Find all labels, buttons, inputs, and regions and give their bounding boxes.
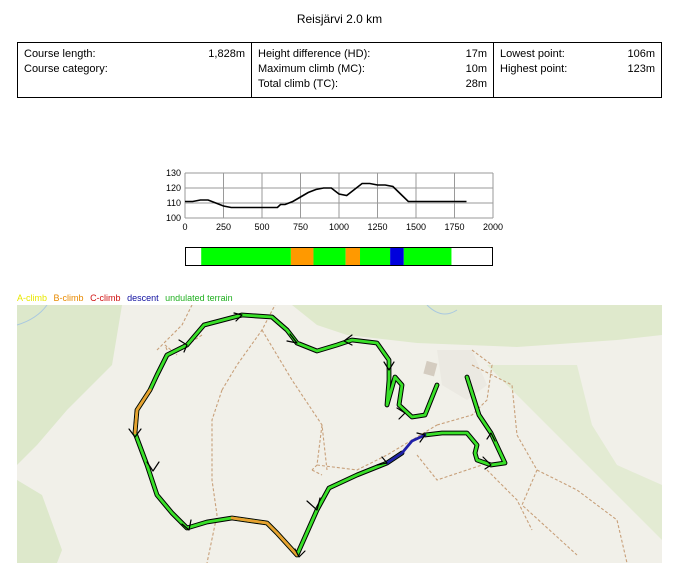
terrain-segment (313, 248, 346, 265)
stats-column-course: Course length: 1,828m Course category: (18, 43, 252, 97)
stat-value: 123m (627, 63, 655, 75)
stat-course-category: Course category: (24, 62, 245, 77)
x-tick-label: 2000 (483, 222, 503, 232)
map-green-area (292, 305, 662, 347)
map-green-area (17, 305, 122, 465)
stat-value: 10m (465, 63, 487, 75)
stats-column-elevation: Lowest point: 106m Highest point: 123m (494, 43, 661, 97)
y-tick-labels: 100 110 120 130 (166, 168, 181, 223)
legend-b-climb: B-climb (53, 293, 84, 303)
stat-value: 28m (465, 78, 487, 90)
terrain-segment (201, 248, 291, 265)
stat-label: Maximum climb (MC): (258, 63, 365, 75)
terrain-segment (403, 248, 452, 265)
y-tick-label: 100 (166, 213, 181, 223)
x-tick-label: 250 (216, 222, 231, 232)
page-title: Reisjärvi 2.0 km (296, 12, 383, 26)
y-tick-label: 120 (166, 183, 181, 193)
x-tick-label: 1000 (329, 222, 349, 232)
stat-label: Total climb (TC): (258, 78, 339, 90)
stat-height-difference: Height difference (HD): 17m (258, 47, 487, 62)
terrain-segment (345, 248, 361, 265)
y-tick-label: 130 (166, 168, 181, 178)
chart-grid (184, 172, 494, 219)
map-clearing (437, 350, 487, 400)
stat-course-length: Course length: 1,828m (24, 47, 245, 62)
legend-c-climb: C-climb (90, 293, 121, 303)
x-tick-label: 750 (293, 222, 308, 232)
map-trails (156, 305, 628, 563)
map-building (423, 360, 438, 377)
course-stats-table: Course length: 1,828m Course category: H… (17, 42, 662, 98)
map-stream (426, 305, 458, 315)
legend-a-climb: A-climb (17, 293, 48, 303)
map-legend: A-climb B-climb C-climb descent undulate… (17, 293, 237, 303)
stat-value: 17m (465, 48, 487, 60)
x-tick-label: 1250 (367, 222, 387, 232)
course-route (128, 312, 508, 558)
terrain-bar (185, 247, 493, 266)
terrain-segment (360, 248, 391, 265)
elevation-line (185, 182, 467, 209)
x-tick-label: 0 (182, 222, 187, 232)
terrain-segment (390, 248, 404, 265)
map-green-area (17, 480, 62, 563)
legend-descent: descent (127, 293, 159, 303)
terrain-segment (290, 248, 314, 265)
stat-value: 1,828m (208, 48, 245, 60)
course-map[interactable] (17, 305, 662, 563)
x-tick-labels: 0 250 500 750 1000 1250 1500 1750 2000 (182, 222, 503, 232)
map-background (17, 305, 662, 563)
stat-label: Highest point: (500, 63, 568, 75)
stat-highest-point: Highest point: 123m (500, 62, 655, 77)
stat-label: Course length: (24, 48, 96, 60)
stat-total-climb: Total climb (TC): 28m (258, 77, 487, 92)
x-tick-label: 1500 (406, 222, 426, 232)
stats-column-climb: Height difference (HD): 17m Maximum clim… (252, 43, 494, 97)
stat-maximum-climb: Maximum climb (MC): 10m (258, 62, 487, 77)
stat-value: 106m (627, 48, 655, 60)
y-tick-label: 110 (167, 198, 181, 208)
x-tick-label: 500 (254, 222, 269, 232)
direction-arrows (128, 312, 496, 558)
stat-lowest-point: Lowest point: 106m (500, 47, 655, 62)
map-stream (17, 305, 48, 326)
x-tick-label: 1750 (444, 222, 464, 232)
map-green-area (487, 365, 662, 540)
stat-label: Course category: (24, 63, 108, 75)
stat-label: Height difference (HD): (258, 48, 371, 60)
elevation-profile-chart: 100 110 120 130 0 250 500 750 1000 1250 1500 1750 2… (166, 168, 503, 232)
legend-undulated-terrain: undulated terrain (165, 293, 233, 303)
stat-label: Lowest point: (500, 48, 565, 60)
